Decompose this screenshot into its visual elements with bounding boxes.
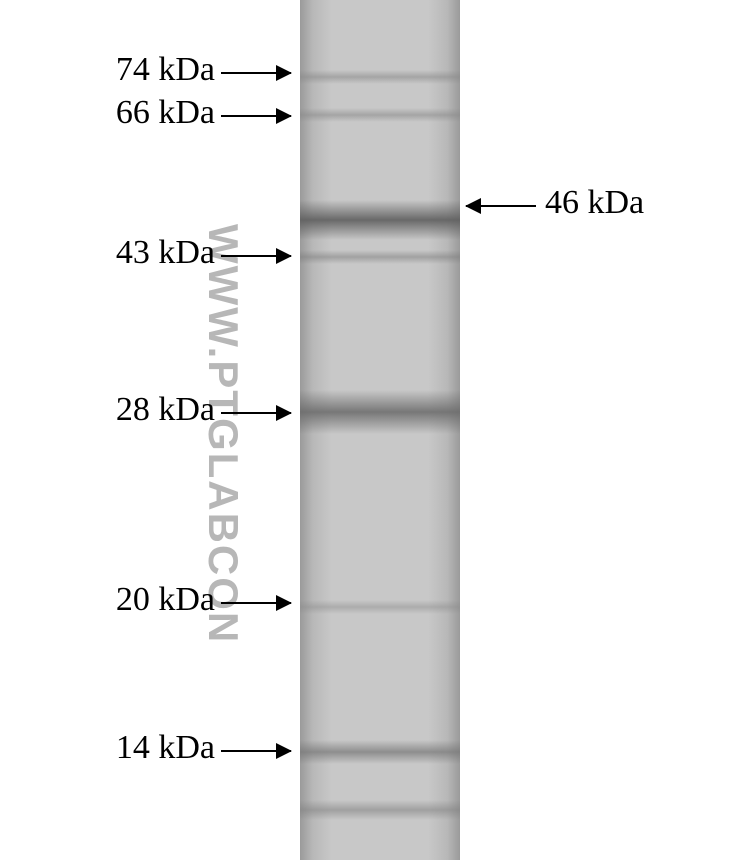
gel-lane — [300, 0, 460, 860]
target-label: 46 kDa — [545, 184, 644, 222]
gel-band — [300, 800, 460, 820]
marker-label: 14 kDa — [55, 729, 215, 767]
arrow-right-icon — [221, 115, 291, 117]
arrow-right-icon — [221, 750, 291, 752]
marker-label: 20 kDa — [55, 581, 215, 619]
marker-label: 74 kDa — [55, 51, 215, 89]
arrow-right-icon — [221, 72, 291, 74]
arrow-right-icon — [221, 412, 291, 414]
gel-band — [300, 390, 460, 434]
gel-band — [300, 600, 460, 614]
arrow-right-icon — [221, 255, 291, 257]
gel-figure: WWW.PTGLABCON 74 kDa66 kDa43 kDa28 kDa20… — [0, 0, 740, 860]
gel-band — [300, 70, 460, 84]
marker-label: 66 kDa — [55, 94, 215, 132]
gel-band — [300, 108, 460, 122]
arrow-right-icon — [221, 602, 291, 604]
marker-label: 28 kDa — [55, 391, 215, 429]
gel-band — [300, 200, 460, 240]
gel-band — [300, 250, 460, 264]
gel-band — [300, 740, 460, 764]
marker-label: 43 kDa — [55, 234, 215, 272]
arrow-left-icon — [466, 205, 536, 207]
